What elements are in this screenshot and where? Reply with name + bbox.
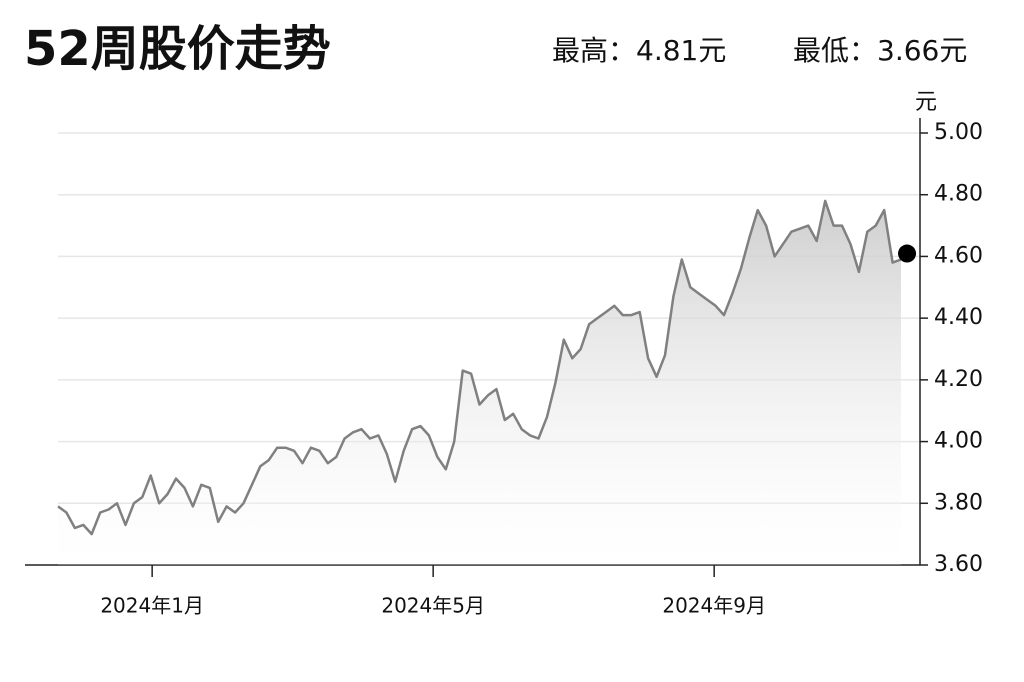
y-tick-label: 3.60 bbox=[934, 552, 983, 577]
y-tick-label: 4.00 bbox=[934, 429, 983, 454]
x-tick-label: 2024年5月 bbox=[381, 594, 485, 618]
y-tick-label: 4.40 bbox=[934, 305, 983, 330]
chart-title: 52周股价走势 bbox=[24, 21, 331, 77]
y-tick-label: 3.80 bbox=[934, 490, 983, 515]
x-tick-label: 2024年1月 bbox=[100, 594, 204, 618]
area-fill bbox=[58, 200, 901, 565]
y-tick-label: 4.20 bbox=[934, 367, 983, 392]
low-label: 最低：3.66元 bbox=[793, 34, 967, 67]
y-tick-label: 4.60 bbox=[934, 243, 983, 268]
last-point bbox=[898, 244, 917, 263]
y-axis-label: 元 bbox=[915, 90, 937, 115]
high-label: 最高：4.81元 bbox=[552, 34, 726, 67]
x-tick-label: 2024年9月 bbox=[662, 594, 766, 618]
y-tick-label: 4.80 bbox=[934, 182, 983, 207]
price-line bbox=[57, 199, 902, 536]
y-tick-label: 5.00 bbox=[934, 120, 983, 145]
